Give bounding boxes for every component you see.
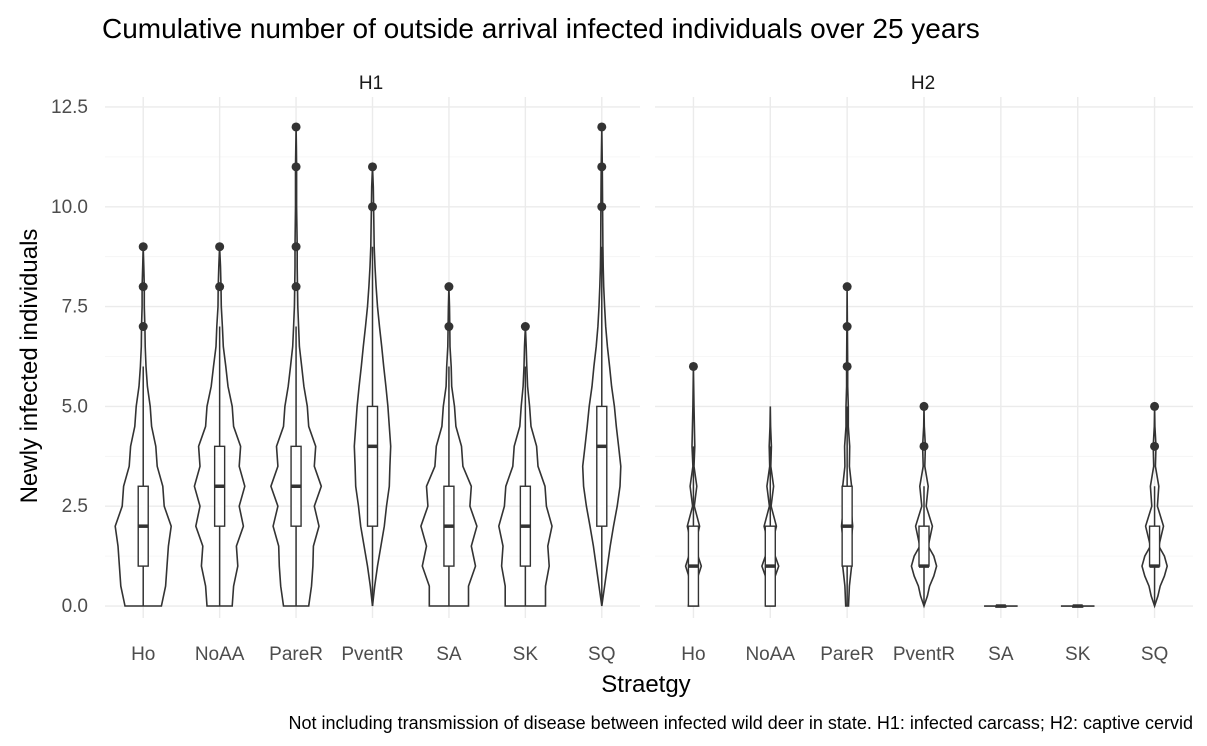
box-iqr bbox=[596, 405, 608, 527]
x-tick-label: SK bbox=[513, 644, 539, 665]
y-tick-label: 10.0 bbox=[51, 197, 88, 218]
chart-caption: Not including transmission of disease be… bbox=[289, 713, 1193, 733]
facet-strips: H1 H2 bbox=[359, 73, 935, 94]
violin-h2-parer bbox=[840, 282, 854, 607]
outlier-point bbox=[597, 122, 607, 132]
violin-h2-pventr bbox=[910, 401, 938, 609]
violin-h2-sq bbox=[1141, 401, 1169, 609]
y-tick-label: 7.5 bbox=[62, 297, 88, 318]
violin-h1-ho bbox=[114, 242, 173, 607]
x-tick-label: SA bbox=[988, 644, 1014, 665]
outlier-point bbox=[291, 282, 301, 292]
y-axis-title: Newly infected individuals bbox=[16, 229, 43, 504]
x-tick-label: PventR bbox=[341, 644, 403, 665]
violin-h1-pventr bbox=[353, 162, 392, 607]
x-tick-label: PareR bbox=[820, 644, 874, 665]
violin-h2-ho bbox=[684, 361, 703, 607]
violin-h1-parer bbox=[270, 122, 323, 607]
outlier-point bbox=[842, 322, 852, 332]
outlier-point bbox=[444, 282, 454, 292]
x-tick-label: Ho bbox=[131, 644, 155, 665]
violin-h2-sa bbox=[984, 604, 1018, 608]
violin-shape bbox=[420, 286, 478, 607]
outlier-point bbox=[215, 282, 225, 292]
violin-marks bbox=[114, 122, 1169, 609]
x-tick-label: SQ bbox=[1141, 644, 1168, 665]
outlier-point bbox=[919, 441, 929, 451]
x-tick-label: PareR bbox=[269, 644, 323, 665]
chart-title: Cumulative number of outside arrival inf… bbox=[102, 13, 980, 44]
outlier-point bbox=[138, 282, 148, 292]
outlier-point bbox=[291, 242, 301, 252]
facet-label-h1: H1 bbox=[359, 73, 383, 94]
outlier-point bbox=[444, 322, 454, 332]
x-tick-label: Ho bbox=[681, 644, 705, 665]
x-tick-label: PventR bbox=[893, 644, 955, 665]
outlier-point bbox=[138, 242, 148, 252]
outlier-point bbox=[688, 361, 698, 371]
y-tick-label: 0.0 bbox=[62, 596, 88, 617]
violin-h1-sk bbox=[497, 322, 553, 607]
x-tick-label: SQ bbox=[588, 644, 615, 665]
violin-h1-sa bbox=[420, 282, 478, 607]
violin-shape bbox=[497, 326, 553, 607]
violin-shape bbox=[193, 246, 246, 607]
violin-h2-sk bbox=[1060, 604, 1095, 608]
x-tick-label: NoAA bbox=[745, 644, 795, 665]
outlier-point bbox=[842, 282, 852, 292]
outlier-point bbox=[597, 202, 607, 212]
outlier-point bbox=[919, 401, 929, 411]
grid-lines bbox=[105, 97, 1193, 618]
outlier-point bbox=[291, 122, 301, 132]
violin-shape bbox=[270, 126, 323, 607]
violin-h2-noaa bbox=[761, 406, 780, 607]
x-tick-label: NoAA bbox=[195, 644, 245, 665]
x-tick-label: SK bbox=[1065, 644, 1091, 665]
x-tick-label: SA bbox=[436, 644, 462, 665]
outlier-point bbox=[368, 162, 377, 172]
y-tick-label: 2.5 bbox=[62, 496, 88, 517]
violin-h1-noaa bbox=[193, 242, 246, 607]
facet-label-h2: H2 bbox=[911, 73, 935, 94]
outlier-point bbox=[842, 361, 852, 371]
x-axis-ticks: Ho NoAA PareR PventR SA SK SQ Ho NoAA PareR PventR… bbox=[131, 644, 1168, 665]
outlier-point bbox=[215, 242, 225, 252]
box-iqr bbox=[918, 525, 930, 567]
box-iqr bbox=[1148, 525, 1161, 567]
x-axis-title: Straetgy bbox=[601, 671, 690, 698]
outlier-point bbox=[1150, 401, 1160, 411]
outlier-point bbox=[368, 202, 377, 212]
violin-shape bbox=[114, 246, 173, 607]
outlier-point bbox=[291, 162, 301, 172]
y-tick-label: 12.5 bbox=[51, 97, 88, 118]
y-tick-label: 5.0 bbox=[62, 396, 88, 417]
outlier-point bbox=[138, 322, 148, 332]
violin-h1-sq bbox=[581, 122, 622, 607]
outlier-point bbox=[1150, 441, 1160, 451]
outlier-point bbox=[597, 162, 607, 172]
box-iqr bbox=[366, 405, 379, 527]
y-axis-ticks: 0.0 2.5 5.0 7.5 10.0 12.5 bbox=[51, 97, 88, 617]
outlier-point bbox=[520, 322, 530, 332]
